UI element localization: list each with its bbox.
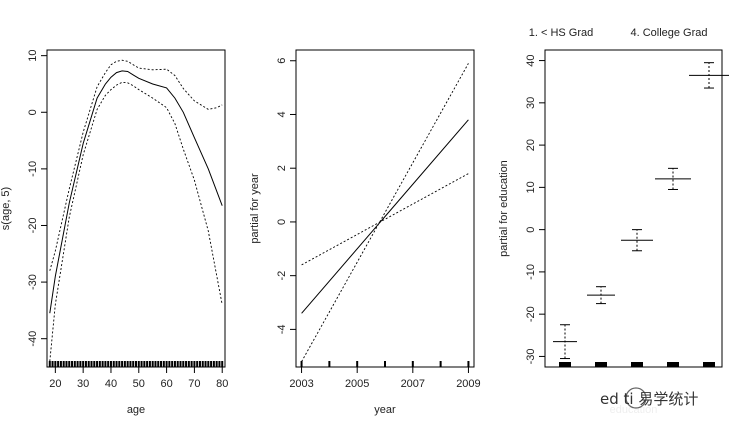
panel2-x-tick-label: 2005 xyxy=(345,378,369,390)
panel2-y-tick-label: 6 xyxy=(276,58,288,64)
panel3-top-label: 4. College Grad xyxy=(630,27,707,39)
panel1-y-tick-label: 10 xyxy=(27,50,39,62)
watermark-backdrop xyxy=(596,382,742,416)
panel2-x-axis-label: year xyxy=(374,404,396,416)
panel1-y-tick-label: -10 xyxy=(27,161,39,177)
panel1-y-tick-label: 0 xyxy=(27,109,39,115)
panel3-rug-mark xyxy=(667,362,679,367)
watermark-logo-icon xyxy=(625,387,647,409)
panel1-series-lower xyxy=(49,81,223,362)
panel3-y-axis-label: partial for education xyxy=(498,160,510,257)
panel2-y-tick-label: 4 xyxy=(276,111,288,117)
panel3-rug-mark xyxy=(631,362,643,367)
panel3-y-tick-label: -30 xyxy=(525,348,537,364)
panel2-frame xyxy=(295,49,475,368)
panel3-top-label: 1. < HS Grad xyxy=(529,27,594,39)
panel3-y-tick-label: -20 xyxy=(525,306,537,322)
panel1-y-tick-label: -20 xyxy=(27,218,39,234)
panel2-y-tick-label: 0 xyxy=(276,219,288,225)
panel1-x-tick-label: 20 xyxy=(49,378,61,390)
panel3-rug-mark xyxy=(595,362,607,367)
panel3-y-tick-label: -10 xyxy=(525,264,537,280)
panel2-y-axis-label: partial for year xyxy=(249,173,261,244)
panel3-frame xyxy=(544,49,723,368)
panel1-x-tick-label: 40 xyxy=(105,378,117,390)
panel1-x-tick-label: 80 xyxy=(216,378,228,390)
panel2-series-lower xyxy=(301,173,469,266)
panel1-frame xyxy=(46,49,226,368)
panel1-x-tick-label: 30 xyxy=(77,378,89,390)
panel1-y-axis-label: s(age, 5) xyxy=(0,187,12,230)
panel3-rug-mark xyxy=(559,362,571,367)
panel2-series-fit xyxy=(301,119,469,314)
panel3-y-tick-label: 30 xyxy=(525,97,537,109)
panel1-x-axis-label: age xyxy=(127,404,145,416)
panel3-rug-mark xyxy=(703,362,715,367)
panel2-x-tick-label: 2003 xyxy=(289,378,313,390)
panel1-y-tick-label: -40 xyxy=(27,331,39,347)
panel2-x-tick-label: 2009 xyxy=(456,378,480,390)
panel1-x-tick-label: 70 xyxy=(188,378,200,390)
panel2-series-upper xyxy=(301,63,469,362)
panel1-x-tick-label: 50 xyxy=(133,378,145,390)
panel1-series-upper xyxy=(49,59,223,271)
watermark-text: ed ti 易学统计 xyxy=(600,390,698,408)
panel1-y-tick-label: -30 xyxy=(27,274,39,290)
panel1-series-fit xyxy=(49,70,223,314)
panel2-x-tick-label: 2007 xyxy=(401,378,425,390)
panel2-y-tick-label: -4 xyxy=(276,324,288,334)
panel3-y-tick-label: 20 xyxy=(525,139,537,151)
panel2-y-tick-label: -2 xyxy=(276,271,288,281)
panel3-y-tick-label: 0 xyxy=(525,227,537,233)
panel2-y-tick-label: 2 xyxy=(276,165,288,171)
panel1-x-tick-label: 60 xyxy=(160,378,172,390)
panel3-y-tick-label: 40 xyxy=(525,54,537,66)
panel3-y-tick-label: 10 xyxy=(525,181,537,193)
